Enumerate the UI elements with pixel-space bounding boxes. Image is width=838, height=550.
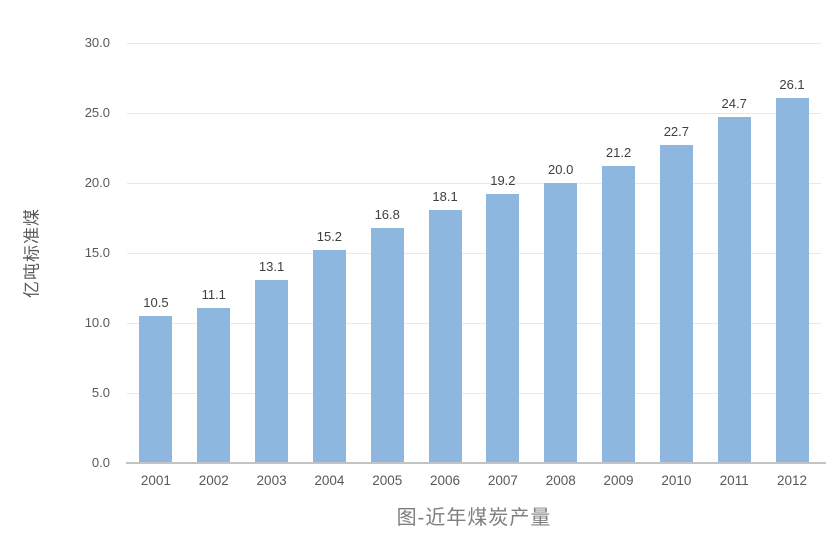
bar-value-label: 26.1 (779, 76, 805, 92)
x-tick-label-2007: 2007 (487, 473, 518, 488)
gridline-10.0 (127, 323, 821, 324)
bar-2006 (428, 209, 462, 463)
bars-row: 10.5 11.1 13.1 15.2 16.8 18.1 19.2 20.0 21.2 22.7… (127, 43, 821, 463)
x-tick-label-2004: 2004 (314, 473, 345, 488)
bar-2012 (775, 97, 809, 463)
bar-2001 (139, 316, 173, 463)
x-tick-label-2009: 2009 (603, 473, 634, 488)
bar-column-2009: 21.2 (590, 43, 648, 463)
bar-value-label: 10.5 (143, 295, 169, 310)
y-tick-label: 10.0 (84, 315, 110, 330)
bar-value-label: 21.2 (605, 145, 632, 161)
bar-2004 (312, 250, 346, 463)
chart-title: 图-近年煤炭产量 (396, 507, 552, 529)
x-tick-label-2010: 2010 (661, 473, 692, 488)
y-tick-label: 25.0 (84, 105, 110, 120)
bar-column-2010: 22.7 (647, 43, 705, 463)
bar-value-label: 20.0 (548, 162, 574, 177)
gridline-30.0 (127, 43, 821, 44)
y-tick-label: 15.0 (84, 245, 110, 260)
bar-column-2003: 13.1 (243, 43, 301, 463)
gridline-15.0 (127, 253, 821, 254)
bar-2002 (197, 307, 231, 463)
x-tick-label-2003: 2003 (256, 473, 287, 488)
gridline-5.0 (127, 393, 821, 394)
gridline-25.0 (127, 113, 821, 114)
x-tick-label-2001: 2001 (140, 473, 171, 488)
bar-value-label: 15.2 (316, 229, 343, 245)
bar-column-2011: 24.7 (705, 43, 763, 463)
bar-value-label: 22.7 (663, 124, 690, 140)
bar-2007 (486, 194, 520, 463)
x-tick-label-2008: 2008 (545, 473, 576, 488)
y-tick-label: 5.0 (91, 385, 110, 400)
bar-value-label: 19.2 (490, 173, 516, 189)
x-tick-label-2011: 2011 (719, 473, 749, 488)
bar-2005 (370, 227, 404, 463)
x-tick-label-2005: 2005 (372, 473, 403, 488)
y-tick-label: 20.0 (84, 175, 110, 190)
bar-column-2012: 26.1 (763, 43, 821, 463)
plot-area: 10.5 11.1 13.1 15.2 16.8 18.1 19.2 20.0 21.2 22.7… (127, 43, 821, 463)
bar-column-2002: 11.1 (185, 43, 243, 463)
x-axis-line (126, 462, 826, 464)
y-tick-label: 0.0 (91, 455, 110, 470)
gridline-20.0 (127, 183, 821, 184)
bar-2010 (659, 145, 693, 463)
bar-value-label: 18.1 (432, 188, 458, 204)
bar-column-2005: 16.8 (358, 43, 416, 463)
x-tick-label-2006: 2006 (430, 473, 461, 488)
x-tick-labels: 2001 2002 2003 2004 2005 2006 2007 2008 2009 2010… (127, 473, 821, 488)
bar-2003 (255, 279, 289, 463)
bar-2008 (544, 183, 578, 463)
y-axis-title: 亿吨标准煤 (22, 208, 42, 298)
y-tick-label: 30.0 (84, 35, 110, 50)
bar-column-2006: 18.1 (416, 43, 474, 463)
bar-column-2004: 15.2 (300, 43, 358, 463)
bar-value-label: 13.1 (258, 258, 285, 274)
bar-column-2001: 10.5 (127, 43, 185, 463)
bar-column-2007: 19.2 (474, 43, 532, 463)
x-tick-label-2002: 2002 (198, 473, 229, 488)
bar-2009 (602, 166, 636, 463)
bar-2011 (717, 117, 751, 463)
bar-value-label: 16.8 (374, 206, 400, 222)
bar-value-label: 24.7 (721, 96, 747, 112)
x-tick-label-2012: 2012 (777, 473, 808, 488)
bar-value-label: 11.1 (201, 286, 226, 302)
bar-column-2008: 20.0 (532, 43, 590, 463)
